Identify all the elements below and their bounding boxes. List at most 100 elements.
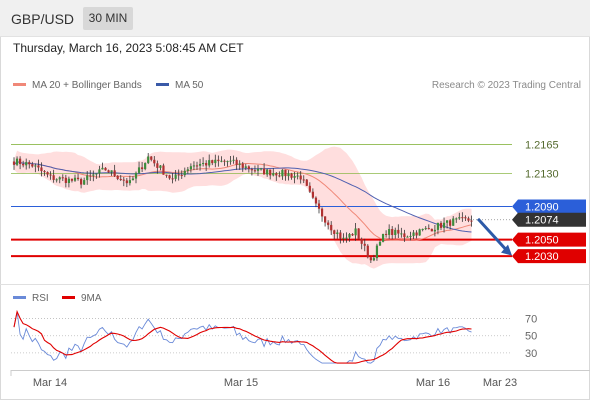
candle-body (19, 158, 22, 165)
candle-body (247, 166, 250, 170)
forecast-arrowhead (501, 244, 512, 256)
candle-body (241, 163, 244, 168)
candle-body (427, 228, 430, 230)
candle-body (92, 174, 95, 176)
candle-body (311, 191, 314, 198)
candle-body (324, 216, 327, 223)
legend-rsi-ma: 9MA (62, 293, 102, 304)
candle-body (259, 168, 263, 170)
candle-body (406, 236, 409, 238)
candle-body (381, 233, 385, 242)
symbol-label: GBP/USD (11, 11, 75, 27)
candle-body (46, 172, 49, 175)
candle-body (424, 228, 427, 230)
candle-body (34, 165, 37, 167)
candle-body (186, 169, 189, 171)
candle-body (220, 160, 223, 162)
candle-body (205, 162, 208, 166)
candle-body (327, 222, 330, 225)
candle-body (22, 164, 25, 166)
x-axis-label-mar-15: Mar 15 (224, 377, 258, 389)
price-tag-1.2090 (512, 199, 586, 214)
x-axis-label-mar-16: Mar 16 (416, 377, 450, 389)
candle-body (269, 169, 272, 176)
candle-body (122, 179, 125, 181)
candle-body (223, 160, 226, 162)
candle-body (461, 217, 464, 219)
candle-body (141, 167, 144, 170)
ma50-swatch (156, 82, 169, 86)
candle-body (290, 173, 293, 178)
candle-body (400, 233, 403, 235)
price-label-1.2030: 1.2030 (525, 251, 559, 263)
candle-body (394, 229, 397, 235)
candle-body (314, 197, 318, 204)
candle-body (73, 177, 77, 181)
candle-body (253, 170, 257, 172)
candle-body (430, 228, 433, 232)
candle-body (40, 167, 43, 172)
candle-body (177, 174, 180, 176)
candle-body (388, 229, 391, 235)
rsi-tick-label: 50 (525, 331, 537, 343)
candle-body (101, 167, 104, 170)
candle-body (330, 224, 333, 231)
price-label-1.2165: 1.2165 (525, 140, 559, 152)
timeframe-button[interactable]: 30 MIN (83, 7, 133, 30)
candle-body (293, 176, 296, 178)
candle-body (372, 258, 375, 261)
candle-body (467, 218, 470, 221)
candle-body (412, 232, 415, 236)
candle-body (128, 180, 131, 184)
candle-body (189, 166, 192, 170)
candle-body (15, 158, 19, 165)
candle-body (183, 170, 186, 176)
candle-body (342, 237, 345, 239)
candle-body (458, 217, 461, 219)
candle-body (125, 180, 128, 184)
rsi-line (13, 311, 472, 364)
candle-body (153, 159, 156, 164)
candle-body (12, 161, 16, 165)
candle-body (208, 160, 211, 166)
candle-body (333, 230, 336, 234)
candle-body (61, 177, 64, 179)
candle-body (76, 177, 80, 180)
candle-body (214, 159, 217, 164)
candle-body (89, 175, 92, 177)
candle-body (171, 178, 174, 180)
candle-body (67, 178, 70, 183)
candle-body (119, 178, 122, 180)
candle-body (180, 175, 183, 177)
candle-body (369, 257, 372, 261)
header-bar: GBP/USD 30 MIN (0, 0, 590, 37)
candle-body (49, 174, 52, 176)
candle-body (116, 175, 119, 179)
price-tag-1.2030 (512, 249, 586, 264)
candle-body (446, 220, 449, 223)
candle-body (433, 229, 436, 232)
candle-body (436, 222, 440, 230)
x-axis-label-mar-23: Mar 23 (483, 377, 517, 389)
candle-body (232, 159, 235, 161)
candle-body (351, 234, 354, 236)
ma20-swatch (13, 82, 26, 86)
price-label-1.2050: 1.2050 (525, 235, 559, 247)
rsi-ma-line (13, 309, 472, 364)
candle-body (217, 159, 220, 162)
candle-body (64, 177, 67, 183)
price-label-1.2090: 1.2090 (525, 202, 559, 214)
candle-body (55, 179, 58, 181)
candle-body (52, 175, 55, 180)
candle-body (317, 203, 321, 209)
candle-body (229, 160, 232, 162)
candle-body (159, 165, 162, 168)
candle-body (37, 165, 40, 168)
candle-body (403, 233, 406, 238)
candle-body (449, 220, 452, 226)
candle-body (25, 162, 28, 166)
candle-body (378, 241, 382, 246)
candle-body (198, 163, 202, 166)
candle-body (174, 174, 177, 179)
